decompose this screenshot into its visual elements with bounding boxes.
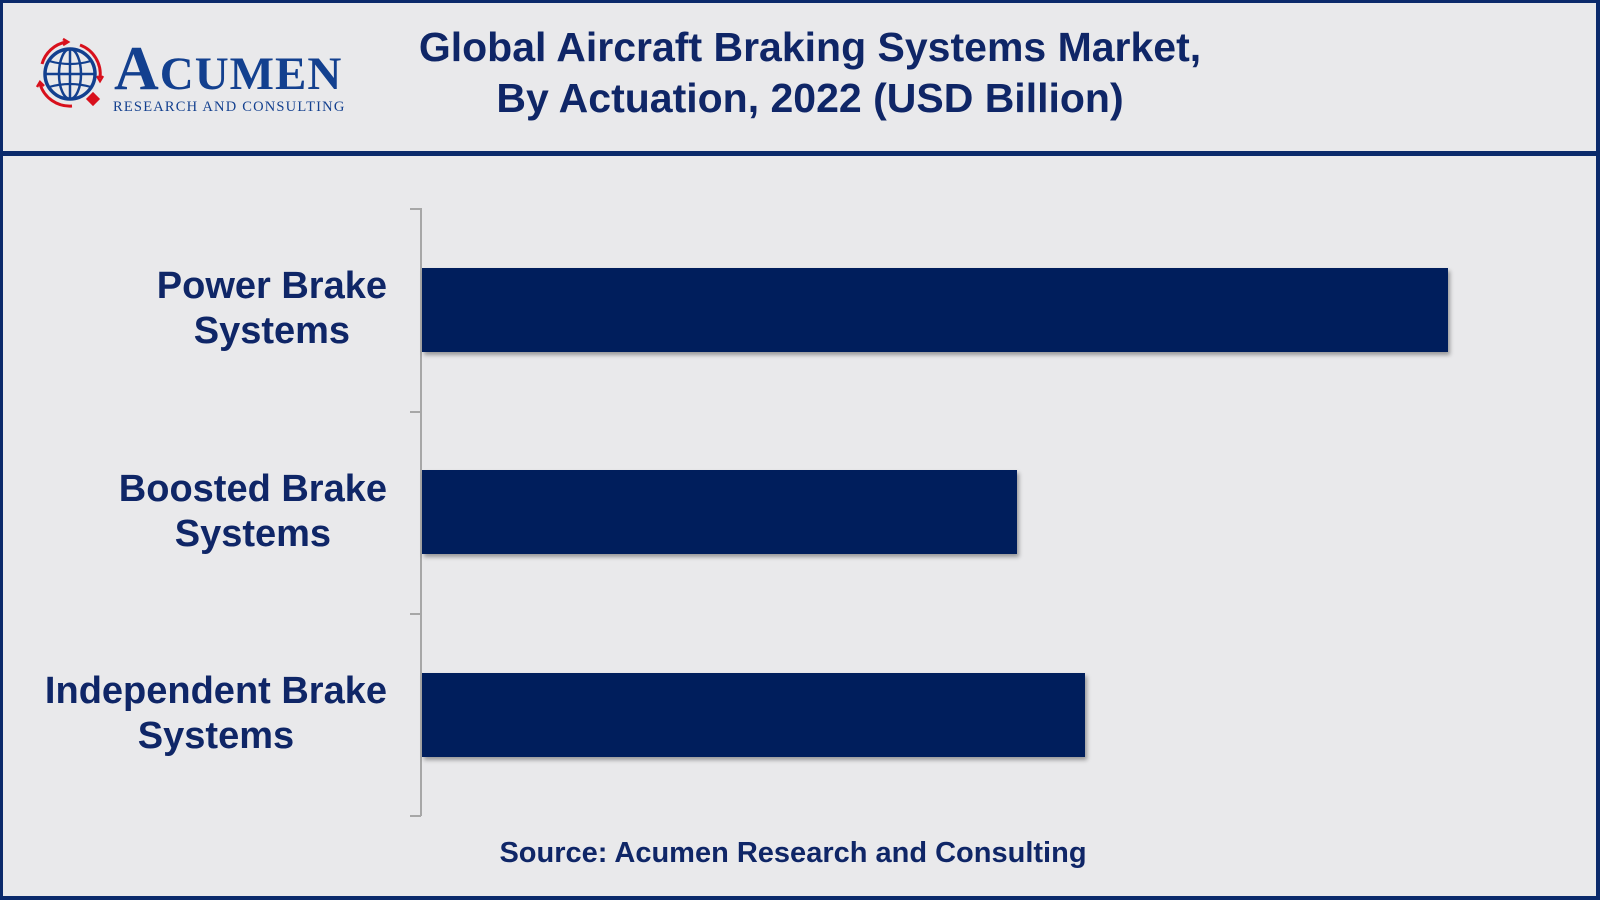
category-label-line: Boosted Brake: [118, 468, 387, 510]
bar-boosted-brake-systems: [422, 470, 1017, 554]
category-label-line: Independent Brake: [44, 670, 387, 712]
globe-icon: [35, 37, 105, 108]
axis-tick: [410, 208, 421, 210]
logo-wordmark: ACUMEN: [114, 38, 342, 100]
chart-title-line1: Global Aircraft Braking Systems Market,: [418, 24, 1202, 70]
logo-wordmark-rest: CUMEN: [159, 48, 343, 100]
axis-tick: [410, 411, 421, 413]
category-label-power: Power Brake Systems: [0, 264, 387, 354]
category-label-line: Systems: [193, 310, 351, 352]
logo-tagline: RESEARCH AND CONSULTING: [113, 99, 346, 115]
header-divider: [0, 151, 1600, 156]
chart-title: Global Aircraft Braking Systems Market, …: [380, 22, 1240, 124]
acumen-logo: ACUMEN RESEARCH AND CONSULTING: [34, 34, 364, 124]
bar-power-brake-systems: [422, 268, 1448, 352]
axis-tick: [410, 815, 421, 817]
category-label-independent: Independent Brake Systems: [0, 669, 387, 759]
bar-independent-brake-systems: [422, 673, 1085, 757]
category-label-line: Power Brake: [156, 265, 387, 307]
category-label-boosted: Boosted Brake Systems: [0, 467, 387, 557]
source-text: Source: Acumen Research and Consulting: [499, 837, 1087, 869]
category-label-line: Systems: [174, 513, 332, 555]
category-axis-line: [420, 208, 422, 816]
logo-wordmark-initial: A: [114, 35, 160, 103]
category-label-line: Systems: [137, 715, 295, 757]
source-note: Source: Acumen Research and Consulting: [0, 836, 1600, 870]
axis-tick: [410, 613, 421, 615]
chart-title-line2: By Actuation, 2022 (USD Billion): [496, 75, 1124, 121]
